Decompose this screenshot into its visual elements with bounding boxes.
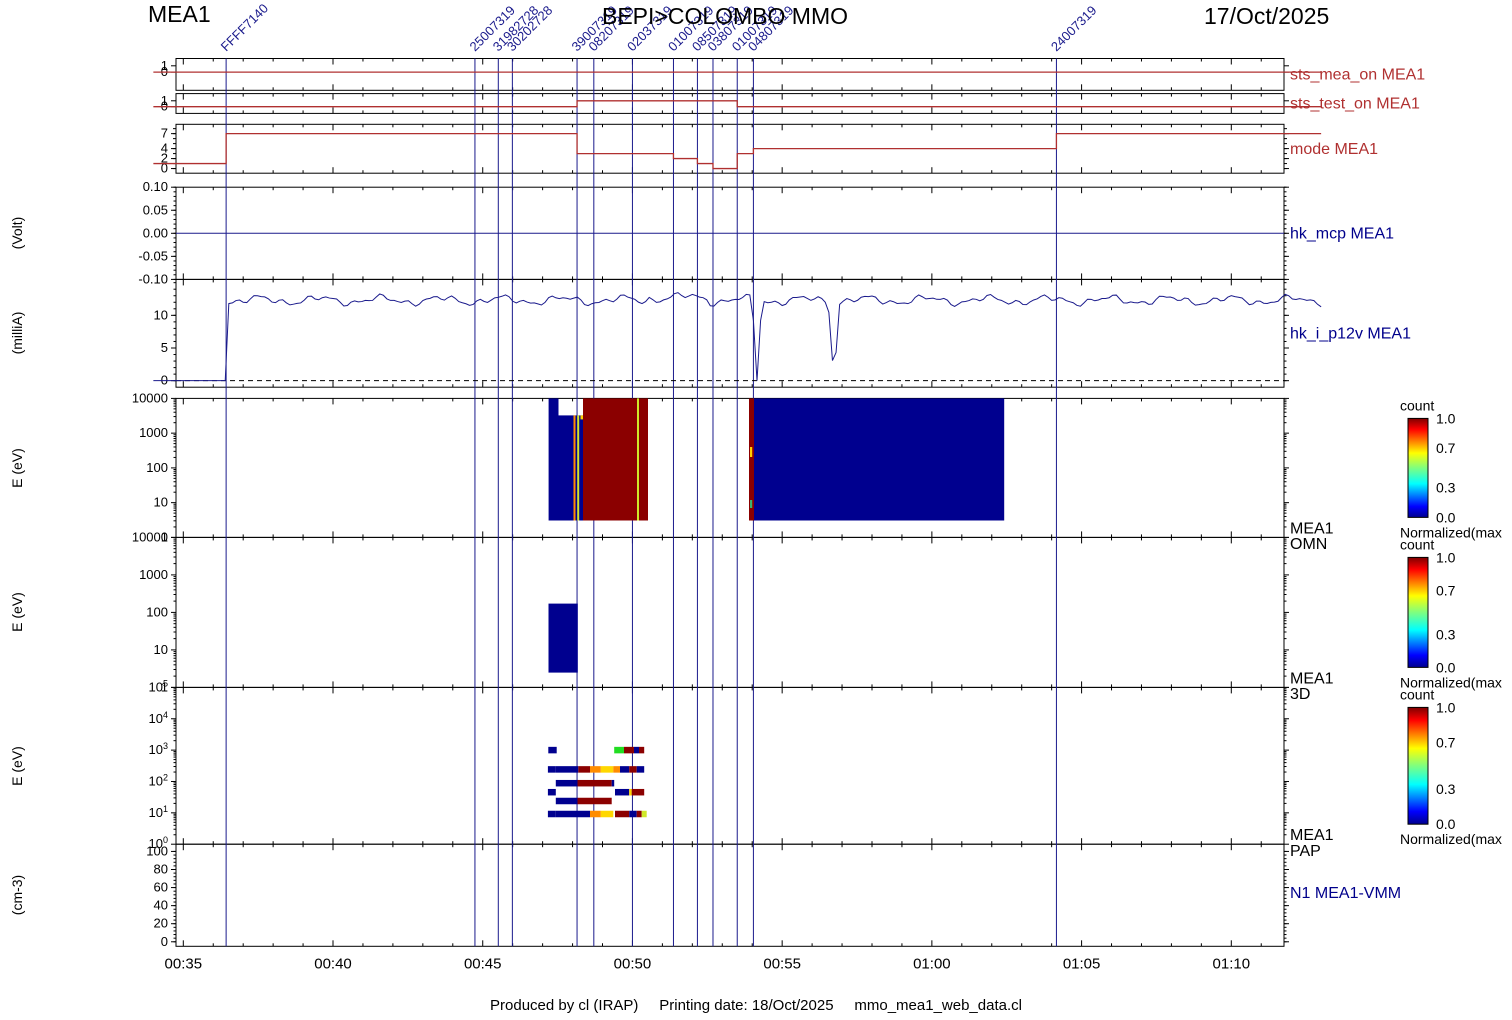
svg-text:00:40: 00:40	[314, 955, 352, 972]
svg-text:10: 10	[154, 642, 168, 657]
svg-text:1000: 1000	[139, 425, 168, 440]
svg-text:0.0: 0.0	[1436, 816, 1456, 832]
svg-text:100: 100	[146, 843, 168, 858]
svg-text:3D: 3D	[1290, 686, 1310, 703]
svg-text:01:05: 01:05	[1063, 955, 1101, 972]
svg-text:1.0: 1.0	[1436, 699, 1456, 715]
svg-text:5: 5	[161, 340, 168, 355]
svg-text:60: 60	[154, 880, 168, 895]
svg-text:0.0: 0.0	[1436, 509, 1456, 525]
svg-text:00:35: 00:35	[165, 955, 203, 972]
svg-text:00:55: 00:55	[763, 955, 801, 972]
svg-text:10: 10	[154, 307, 168, 322]
svg-text:10000: 10000	[132, 390, 168, 405]
svg-text:E (eV): E (eV)	[9, 592, 25, 632]
svg-text:E (eV): E (eV)	[9, 746, 25, 786]
svg-text:0.3: 0.3	[1436, 480, 1456, 496]
svg-text:1: 1	[161, 58, 168, 73]
svg-text:hk_i_p12v MEA1: hk_i_p12v MEA1	[1290, 325, 1411, 342]
svg-text:01:00: 01:00	[913, 955, 951, 972]
svg-text:PAP: PAP	[1290, 843, 1321, 860]
svg-text:count: count	[1400, 397, 1434, 413]
svg-text:0.7: 0.7	[1436, 734, 1456, 750]
svg-text:1000: 1000	[139, 567, 168, 582]
svg-text:17/Oct/2025: 17/Oct/2025	[1204, 3, 1329, 29]
svg-text:0.3: 0.3	[1436, 781, 1456, 797]
svg-text:1.0: 1.0	[1436, 410, 1456, 426]
svg-text:1.0: 1.0	[1436, 549, 1456, 565]
svg-text:-0.05: -0.05	[138, 248, 168, 263]
svg-text:01:10: 01:10	[1213, 955, 1251, 972]
svg-text:MEA1: MEA1	[1290, 827, 1334, 844]
svg-text:00:45: 00:45	[464, 955, 502, 972]
svg-text:80: 80	[154, 862, 168, 877]
svg-text:count: count	[1400, 686, 1434, 702]
svg-text:0.10: 0.10	[143, 179, 168, 194]
svg-text:MEA1: MEA1	[148, 1, 211, 27]
svg-text:10: 10	[154, 495, 168, 510]
svg-text:(Volt): (Volt)	[9, 217, 25, 250]
svg-text:Normalized(max: Normalized(max	[1400, 831, 1502, 847]
svg-text:mode MEA1: mode MEA1	[1290, 141, 1378, 158]
svg-text:sts_mea_on MEA1: sts_mea_on MEA1	[1290, 66, 1425, 83]
svg-text:(cm-3): (cm-3)	[9, 875, 25, 915]
svg-text:0.7: 0.7	[1436, 582, 1456, 598]
svg-text:count: count	[1400, 536, 1434, 552]
svg-text:0.3: 0.3	[1436, 626, 1456, 642]
svg-text:Produced by cl (IRAP) Prin: Produced by cl (IRAP) Printing date: 18/…	[490, 997, 1022, 1014]
svg-text:MEA1: MEA1	[1290, 520, 1334, 537]
svg-text:N1 MEA1-VMM: N1 MEA1-VMM	[1290, 885, 1401, 902]
svg-text:20: 20	[154, 916, 168, 931]
svg-text:100: 100	[146, 604, 168, 619]
svg-text:(milliA): (milliA)	[9, 312, 25, 355]
svg-text:E (eV): E (eV)	[9, 448, 25, 488]
svg-text:hk_mcp MEA1: hk_mcp MEA1	[1290, 225, 1394, 242]
svg-text:0.0: 0.0	[1436, 659, 1456, 675]
svg-text:-0.10: -0.10	[138, 271, 168, 286]
svg-text:0.00: 0.00	[143, 225, 168, 240]
svg-text:OMN: OMN	[1290, 536, 1327, 553]
svg-text:0.05: 0.05	[143, 202, 168, 217]
svg-text:7: 7	[161, 126, 168, 141]
svg-text:00:50: 00:50	[614, 955, 652, 972]
svg-text:sts_test_on MEA1: sts_test_on MEA1	[1290, 96, 1420, 113]
svg-text:40: 40	[154, 898, 168, 913]
svg-text:MEA1: MEA1	[1290, 670, 1334, 687]
svg-text:0: 0	[161, 934, 168, 949]
svg-text:0.7: 0.7	[1436, 440, 1456, 456]
svg-text:BEPI>COLOMBO MMO: BEPI>COLOMBO MMO	[602, 3, 848, 29]
svg-text:1: 1	[161, 93, 168, 108]
svg-text:100: 100	[146, 460, 168, 475]
svg-text:10000: 10000	[132, 529, 168, 544]
svg-text:4: 4	[161, 141, 168, 156]
